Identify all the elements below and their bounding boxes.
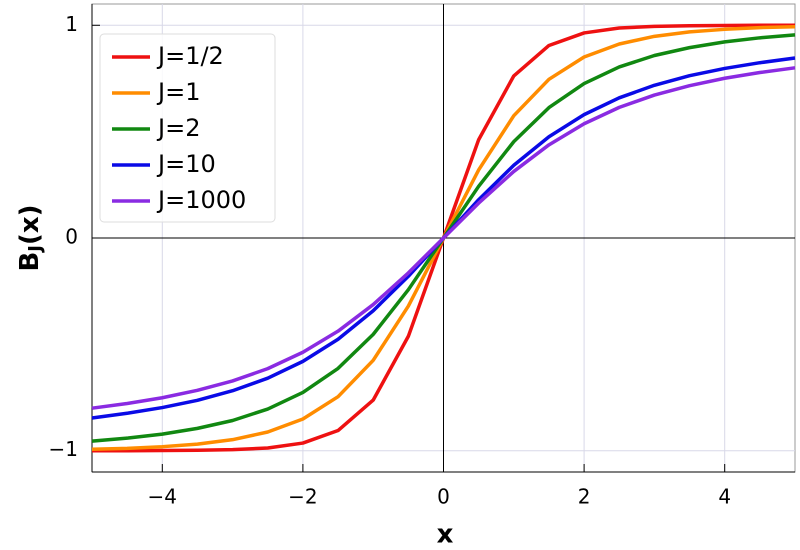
legend-label: J=1 — [156, 78, 200, 106]
y-tick-label: 0 — [65, 225, 78, 249]
y-tick-label: −1 — [49, 437, 78, 461]
legend-label: J=1000 — [156, 186, 246, 214]
legend-box — [99, 33, 276, 223]
x-tick-label: −2 — [288, 485, 317, 509]
legend-label: J=1/2 — [156, 42, 224, 70]
y-label-base: B — [15, 252, 45, 272]
y-label-sub: J — [25, 245, 46, 254]
x-axis-label: x — [437, 520, 454, 550]
x-tick-label: −4 — [148, 485, 177, 509]
lines — [91, 23, 796, 453]
y-tick-label: 1 — [65, 12, 78, 36]
x-tick-label: 2 — [578, 485, 591, 509]
y-axis-label: BJ(x) — [15, 204, 47, 271]
legend-label: J=10 — [156, 150, 216, 178]
x-tick-label: 0 — [437, 485, 450, 509]
y-label-rest: (x) — [15, 204, 45, 245]
x-tick-label: 4 — [718, 485, 731, 509]
legend-label: J=2 — [156, 114, 200, 142]
series-line — [91, 66, 796, 410]
legend: J=1/2 J=1 J=2 J=10 J=1000 — [99, 33, 276, 223]
